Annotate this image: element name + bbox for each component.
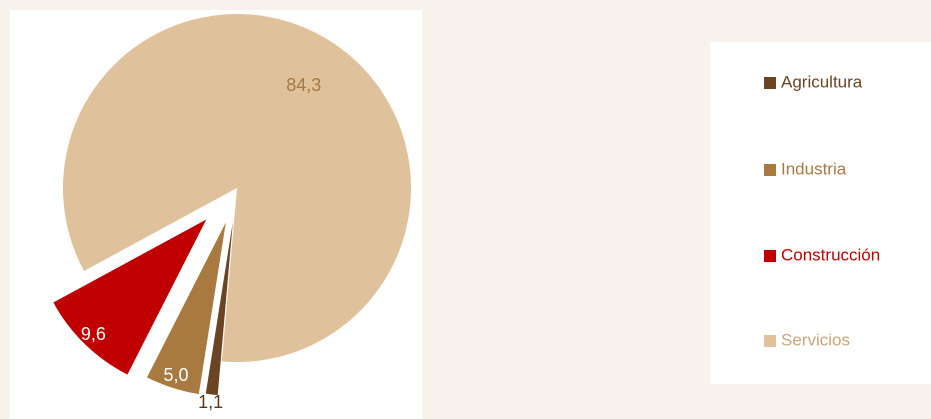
legend-swatch: [764, 77, 776, 89]
pie-slice: [53, 219, 207, 375]
legend-panel: [710, 42, 931, 384]
legend-label: Servicios: [781, 330, 850, 349]
legend-swatch: [764, 335, 776, 347]
data-label: 84,3: [286, 75, 321, 95]
legend-label: Construcción: [781, 245, 880, 264]
pie-slice: [205, 221, 233, 396]
data-label: 9,6: [81, 324, 106, 344]
pie-slice: [63, 13, 412, 363]
data-label: 1,1: [198, 392, 223, 412]
legend-swatch: [764, 164, 776, 176]
legend-label: Industria: [781, 159, 847, 178]
data-label: 5,0: [163, 365, 188, 385]
legend-swatch: [764, 250, 776, 262]
legend-label: Agricultura: [781, 72, 863, 91]
pie-slice: [147, 222, 226, 395]
